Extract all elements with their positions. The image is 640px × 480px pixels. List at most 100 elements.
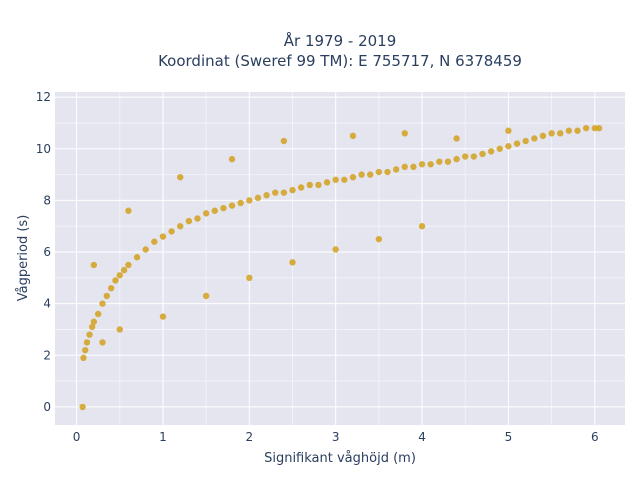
y-tick-label: 2: [43, 348, 51, 362]
x-axis-title: Signifikant våghöjd (m): [264, 451, 416, 466]
scatter-point: [177, 173, 184, 181]
scatter-point: [120, 266, 128, 274]
scatter-point: [462, 153, 469, 160]
scatter-point: [479, 150, 486, 158]
scatter-point: [220, 204, 227, 212]
scatter-point: [159, 313, 167, 320]
scatter-point: [280, 189, 288, 196]
scatter-point: [211, 207, 218, 214]
scatter-point: [557, 130, 564, 137]
scatter-point: [254, 194, 262, 202]
scatter-point: [90, 261, 98, 269]
y-tick-label: 12: [36, 90, 51, 104]
scatter-point: [548, 130, 555, 137]
scatter-point: [99, 339, 106, 346]
scatter-point: [444, 158, 452, 165]
scatter-point: [289, 259, 296, 266]
scatter-point: [418, 223, 426, 230]
scatter-point: [574, 127, 581, 134]
scatter-point: [453, 135, 460, 142]
scatter-point: [595, 124, 603, 132]
scatter-point: [505, 127, 512, 134]
scatter-point: [427, 161, 434, 168]
scatter-point: [565, 127, 573, 134]
scatter-point: [103, 292, 111, 300]
scatter-point: [349, 173, 357, 181]
scatter-point: [349, 132, 357, 140]
points-layer: [79, 124, 603, 411]
scatter-point: [263, 192, 270, 199]
scatter-point: [505, 143, 512, 150]
scatter-point: [306, 181, 313, 189]
scatter-point: [367, 171, 374, 178]
scatter-point: [116, 326, 123, 333]
x-tick-label: 5: [505, 430, 513, 444]
scatter-point: [401, 163, 408, 171]
scatter-point: [401, 130, 408, 137]
x-tick-label: 0: [73, 430, 81, 444]
scatter-point: [375, 235, 383, 243]
scatter-point: [418, 161, 426, 168]
y-tick-label: 8: [43, 193, 51, 207]
x-tick-label: 2: [245, 430, 253, 444]
scatter-point: [358, 171, 365, 178]
x-tick-label: 4: [418, 430, 426, 444]
scatter-point: [539, 132, 547, 140]
scatter-point: [280, 137, 288, 145]
scatter-point: [82, 346, 89, 354]
scatter-point: [332, 176, 339, 183]
y-tick-label: 10: [36, 142, 51, 156]
scatter-point: [582, 124, 590, 132]
scatter-point: [470, 153, 478, 160]
scatter-point: [246, 274, 253, 282]
scatter-point: [332, 246, 339, 253]
scatter-point: [453, 155, 460, 163]
scatter-point: [341, 176, 348, 183]
scatter-point: [202, 292, 210, 300]
scatter-point: [80, 354, 87, 362]
chart-subtitle: Koordinat (Sweref 99 TM): E 755717, N 63…: [158, 52, 522, 70]
scatter-point: [79, 403, 86, 411]
scatter-point: [86, 331, 93, 338]
scatter-point: [228, 202, 236, 209]
scatter-point: [297, 184, 305, 191]
scatter-point: [384, 168, 391, 176]
scatter-point: [237, 199, 244, 207]
scatter-point: [272, 189, 279, 196]
x-tick-label: 1: [159, 430, 167, 444]
scatter-point: [116, 272, 123, 279]
scatter-point: [83, 339, 91, 346]
scatter-point: [125, 207, 132, 214]
scatter-point: [99, 300, 106, 307]
scatter-point: [202, 210, 210, 217]
scatter-point: [112, 277, 119, 284]
scatter-point: [168, 228, 175, 235]
scatter-point: [228, 155, 236, 163]
scatter-point: [88, 323, 96, 331]
scatter-point: [159, 233, 167, 240]
chart-title: År 1979 - 2019: [284, 31, 397, 50]
scatter-point: [142, 246, 149, 253]
scatter-point: [107, 284, 115, 292]
scatter-point: [151, 238, 158, 245]
scatter-point: [125, 261, 132, 269]
x-tick-label: 6: [591, 430, 599, 444]
scatter-point: [194, 215, 201, 222]
scatter-point: [246, 197, 253, 204]
scatter-point: [185, 217, 193, 225]
y-tick-label: 4: [43, 297, 51, 311]
x-tick-label: 3: [332, 430, 340, 444]
scatter-point: [94, 310, 102, 318]
scatter-point: [177, 223, 184, 230]
scatter-point: [496, 145, 503, 152]
scatter-point: [375, 168, 383, 176]
scatter-point: [522, 137, 529, 145]
grid-layer: [55, 92, 625, 425]
y-tick-label: 6: [43, 245, 51, 259]
scatter-point: [487, 148, 495, 155]
scatter-point: [289, 186, 296, 194]
scatter-point: [531, 135, 538, 142]
scatter-point: [436, 158, 443, 165]
